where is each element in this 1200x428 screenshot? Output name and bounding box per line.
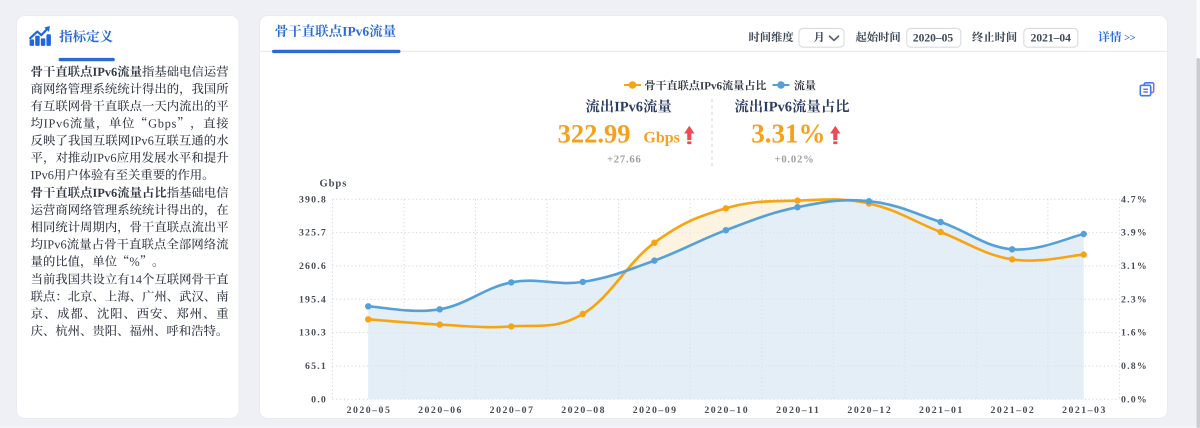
svg-text:3.31%: 3.31% — [751, 119, 825, 149]
svg-text:2020–05: 2020–05 — [913, 32, 954, 44]
svg-text:390.8: 390.8 — [299, 194, 327, 205]
svg-text:2020–09: 2020–09 — [633, 405, 678, 416]
svg-text:3.1%: 3.1% — [1121, 261, 1148, 272]
svg-text:2020–08: 2020–08 — [561, 405, 606, 416]
svg-text:2021–04: 2021–04 — [1031, 32, 1072, 44]
svg-text:322.99: 322.99 — [558, 119, 631, 149]
svg-text:0.0%: 0.0% — [1121, 394, 1148, 405]
svg-text:65.1: 65.1 — [305, 361, 327, 372]
svg-text:4.7%: 4.7% — [1121, 194, 1148, 205]
svg-text:195.4: 195.4 — [299, 294, 327, 305]
svg-text:2020–12: 2020–12 — [847, 405, 892, 416]
svg-text:2020–10: 2020–10 — [704, 405, 749, 416]
svg-text:Gbps: Gbps — [643, 130, 679, 147]
svg-text:130.3: 130.3 — [299, 328, 327, 339]
svg-text:1.6%: 1.6% — [1121, 328, 1148, 339]
svg-text:2020–11: 2020–11 — [776, 405, 820, 416]
svg-text:+27.66: +27.66 — [607, 155, 642, 166]
svg-text:2020–07: 2020–07 — [490, 405, 535, 416]
svg-text:2020–05: 2020–05 — [347, 405, 392, 416]
svg-text:2021–02: 2021–02 — [991, 405, 1036, 416]
svg-text:2020–06: 2020–06 — [418, 405, 463, 416]
svg-text:0.0: 0.0 — [311, 394, 327, 405]
svg-text:325.7: 325.7 — [299, 228, 327, 239]
svg-text:+0.02%: +0.02% — [775, 155, 815, 166]
svg-text:2021–03: 2021–03 — [1062, 405, 1107, 416]
svg-text:3.9%: 3.9% — [1121, 228, 1148, 239]
svg-text:2021–01: 2021–01 — [919, 405, 964, 416]
svg-text:0.8%: 0.8% — [1121, 361, 1148, 372]
svg-text:>>: >> — [1124, 33, 1136, 44]
svg-text:2.3%: 2.3% — [1121, 294, 1148, 305]
svg-text:Gbps: Gbps — [320, 179, 348, 190]
svg-text:260.6: 260.6 — [299, 261, 327, 272]
